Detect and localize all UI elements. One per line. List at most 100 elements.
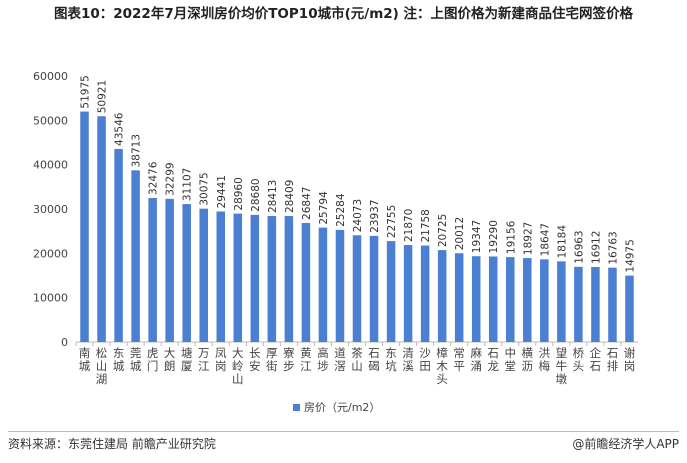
- chart-title: 图表10：2022年7月深圳房价均价TOP10城市(元/m2) 注：上图价格为新…: [53, 6, 634, 22]
- value-label: 19156: [505, 220, 517, 254]
- bar: [625, 275, 634, 342]
- x-tick-label: 大朗: [164, 346, 176, 373]
- bar-chart: 0 10000 20000 30000 40000 50000 60000 51975 南城 50…: [33, 70, 638, 414]
- x-tick-label: 桥头: [573, 346, 585, 373]
- bar: [199, 208, 208, 342]
- y-tick-label: 30000: [33, 203, 68, 216]
- bar: [420, 245, 430, 342]
- value-label: 22755: [386, 205, 398, 238]
- value-label: 16763: [607, 231, 619, 264]
- value-label: 28409: [284, 180, 296, 213]
- value-label: 16912: [590, 231, 602, 264]
- x-tick-label: 中堂: [505, 346, 517, 373]
- y-tick-label: 0: [61, 336, 68, 349]
- bar: [182, 204, 191, 342]
- x-tick-label: 道滘: [334, 346, 346, 373]
- value-label: 51975: [80, 75, 92, 108]
- x-tick-label: 长安: [249, 346, 261, 373]
- value-label: 31107: [182, 168, 194, 201]
- x-tick-label: 石龙: [487, 346, 499, 373]
- x-tick-label: 凤岗: [215, 346, 227, 373]
- y-tick-label: 20000: [33, 247, 68, 260]
- legend-label: 房价（元/m2）: [304, 401, 380, 414]
- x-tick-label: 樟木头: [436, 346, 448, 386]
- value-label: 38713: [131, 134, 143, 167]
- bar: [335, 229, 345, 342]
- x-tick-label: 洪梅: [539, 346, 551, 373]
- bar: [369, 235, 379, 342]
- bar: [97, 116, 106, 342]
- x-tick-label: 大岭山: [232, 346, 244, 386]
- x-tick-label: 常平: [453, 346, 465, 373]
- bar: [523, 258, 532, 342]
- x-tick-label: 清溪: [402, 346, 414, 373]
- bar: [131, 170, 140, 342]
- value-label: 32299: [165, 162, 177, 195]
- source-text: 资料来源：东莞住建局 前瞻产业研究院: [8, 437, 216, 451]
- bar: [454, 253, 464, 342]
- bar: [591, 267, 600, 342]
- bar: [80, 111, 89, 342]
- x-tick-label: 塘厦: [181, 346, 193, 373]
- x-tick-label: 麻涌: [470, 346, 482, 373]
- value-label: 24073: [352, 199, 364, 232]
- bar: [148, 198, 157, 342]
- bar: [608, 267, 617, 342]
- value-label: 20725: [437, 214, 449, 247]
- x-tick-label: 莞城: [130, 346, 142, 373]
- value-label: 43546: [114, 112, 126, 146]
- x-tick-label: 沙田: [419, 346, 431, 373]
- bar: [216, 211, 226, 342]
- x-tick-label: 谢岗: [624, 346, 636, 373]
- y-tick-label: 50000: [33, 114, 68, 127]
- bar: [114, 148, 123, 342]
- value-label: 26847: [301, 187, 313, 220]
- bar: [165, 198, 174, 342]
- value-label: 18184: [556, 225, 568, 259]
- y-tick-label: 10000: [33, 292, 68, 305]
- value-label: 18647: [539, 223, 551, 256]
- bar: [386, 241, 396, 342]
- bar: [250, 214, 260, 342]
- bar: [506, 257, 515, 342]
- value-label: 21758: [420, 209, 432, 242]
- x-tick-label: 石碣: [368, 346, 380, 373]
- x-tick-label: 东坑: [385, 346, 397, 373]
- bar: [540, 259, 549, 342]
- bar: [437, 250, 447, 342]
- bar: [471, 256, 481, 342]
- x-tick-label: 虎门: [147, 346, 159, 373]
- x-tick-label: 万江: [198, 346, 210, 373]
- value-label: 19347: [471, 220, 483, 253]
- x-tick-label: 企石: [590, 346, 602, 373]
- bar: [233, 213, 243, 342]
- value-label: 28960: [233, 177, 245, 210]
- bar: [352, 235, 362, 342]
- value-label: 19290: [488, 220, 500, 253]
- bar: [488, 256, 498, 342]
- value-label: 25284: [335, 193, 347, 227]
- value-label: 30075: [199, 172, 211, 205]
- value-label: 25794: [318, 191, 330, 225]
- bar: [574, 266, 583, 342]
- value-label: 21870: [403, 209, 415, 242]
- value-label: 28413: [267, 180, 279, 213]
- bar: [557, 261, 566, 342]
- value-label: 18927: [522, 222, 534, 255]
- value-label: 20012: [454, 217, 466, 250]
- x-tick-label: 高埗: [317, 346, 329, 373]
- bar: [301, 222, 311, 342]
- bar: [318, 227, 328, 342]
- x-tick-label: 茶山: [351, 346, 363, 373]
- y-tick-label: 40000: [33, 159, 68, 172]
- x-tick-label: 松山湖: [96, 346, 108, 386]
- x-tick-label: 石排: [607, 346, 619, 373]
- value-label: 32476: [148, 161, 160, 195]
- bar: [284, 216, 294, 342]
- value-label: 29441: [216, 175, 228, 208]
- footer: 资料来源：东莞住建局 前瞻产业研究院 @前瞻经济学人APP: [8, 431, 679, 452]
- legend-swatch: [293, 404, 300, 411]
- value-label: 28680: [250, 178, 262, 211]
- value-label: 50921: [97, 80, 109, 113]
- brand-text: @前瞻经济学人APP: [572, 437, 679, 451]
